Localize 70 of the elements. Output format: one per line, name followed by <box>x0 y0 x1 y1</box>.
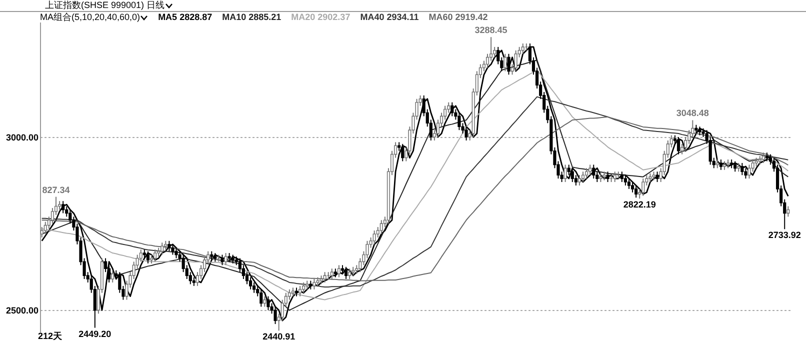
candlestick <box>613 171 616 183</box>
candlestick <box>642 178 645 196</box>
candlestick <box>252 282 256 294</box>
candlestick <box>153 249 157 262</box>
candlestick <box>266 296 270 311</box>
text: MA60 2919.42 <box>428 12 488 22</box>
y-tick-label: 2500.00 <box>6 306 38 316</box>
annotation: 3288.45 <box>474 25 508 36</box>
candlestick <box>634 184 638 198</box>
candlestick <box>514 50 518 72</box>
candlestick <box>263 296 266 308</box>
candlestick <box>260 288 263 308</box>
candlestick <box>581 171 585 183</box>
candlestick <box>171 244 174 256</box>
candlestick <box>584 168 588 180</box>
candlestick <box>464 126 468 141</box>
candlestick <box>224 252 228 266</box>
annotation: 2440.91 <box>262 332 296 342</box>
chart-title: 上证指数(SHSE 999001) 日线 <box>45 0 165 10</box>
chart-subtitle: MA组合(5,10,20,40,60,0) <box>40 12 142 22</box>
candlestick <box>786 206 790 218</box>
candlestick <box>570 168 574 183</box>
annotation: 3048.48 <box>676 108 709 118</box>
candlestick <box>627 178 631 190</box>
legend-label: MA5 2828.87 <box>158 12 212 22</box>
candlestick <box>762 152 765 164</box>
candlestick <box>564 164 567 183</box>
candlestick <box>146 250 150 264</box>
candlestick <box>330 268 334 280</box>
candlestick <box>323 272 326 283</box>
candlestick <box>344 266 348 280</box>
annotation: 827.34 <box>42 184 70 195</box>
candlestick <box>458 112 461 131</box>
candlestick <box>588 164 592 176</box>
text: MA10 2885.21 <box>222 12 282 22</box>
candlestick <box>168 240 171 252</box>
annotation: 2733.92 <box>768 230 801 240</box>
candlestick <box>380 220 383 234</box>
candlestick <box>62 200 65 214</box>
candlestick <box>348 268 352 280</box>
candlestick <box>401 143 404 162</box>
candlestick <box>656 171 659 183</box>
candlestick <box>372 230 376 245</box>
annotation: 212天 <box>38 330 62 343</box>
candlestick <box>220 254 224 266</box>
candlestick <box>592 164 596 180</box>
candlestick <box>507 53 510 76</box>
candlestick <box>734 160 737 172</box>
candlestick <box>174 247 178 259</box>
candlestick <box>624 174 627 186</box>
annotation: 2449.20 <box>78 328 112 339</box>
candlestick <box>337 264 341 278</box>
candlestick <box>606 171 610 183</box>
candlestick <box>302 282 306 294</box>
candlestick <box>298 285 302 297</box>
candlestick <box>740 162 744 176</box>
candlestick <box>111 270 114 283</box>
annotation: 2822.19 <box>623 200 656 210</box>
candlestick <box>521 42 524 54</box>
candlestick <box>676 136 680 155</box>
text: MA40 2934.11 <box>360 12 419 22</box>
candlestick <box>578 174 582 186</box>
candlestick <box>312 278 316 290</box>
candlestick <box>504 53 507 72</box>
y-tick-label: 3000.00 <box>6 132 38 142</box>
candlestick <box>620 171 624 183</box>
candlestick <box>450 102 454 117</box>
candlestick <box>719 159 722 170</box>
candlestick <box>160 242 164 256</box>
text: MA20 2902.37 <box>291 12 350 22</box>
